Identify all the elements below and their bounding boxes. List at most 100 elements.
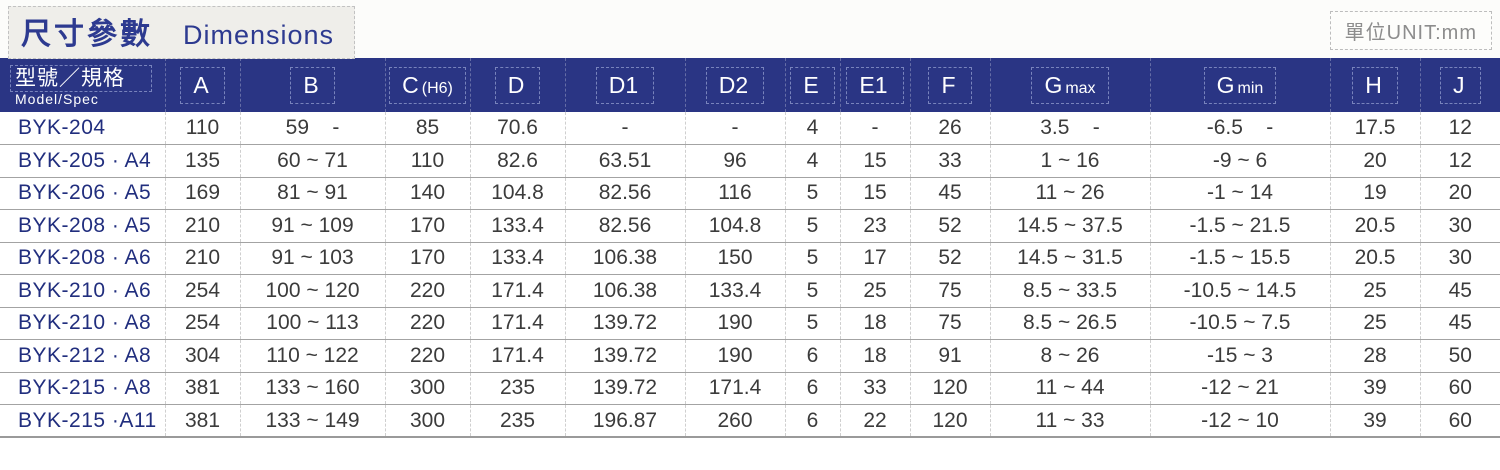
- value-cell-d1: 63.51: [564, 144, 685, 178]
- value-cell-d2: 133.4: [684, 274, 785, 308]
- value-cell-e1: 33: [839, 372, 910, 405]
- value-cell-e1: 18: [839, 307, 910, 340]
- value-cell-e: 6: [784, 339, 840, 373]
- value-cell-g-min: -12 ~ 21: [1149, 372, 1330, 405]
- value-cell-e1: 22: [839, 404, 910, 438]
- value-cell-a: 381: [164, 404, 240, 438]
- value-cell-b: 60 ~ 71: [239, 144, 385, 178]
- table-row: BYK-210 · A6 254 100 ~ 120 220 171.4 106…: [0, 274, 1500, 308]
- value-cell-g-max: 14.5 ~ 37.5: [989, 209, 1150, 243]
- value-cell-d2: -: [684, 112, 785, 145]
- value-cell-g-max: 8.5 ~ 26.5: [989, 307, 1150, 340]
- value-cell-d1: 82.56: [564, 209, 685, 243]
- value-cell-b: 91 ~ 109: [239, 209, 385, 243]
- value-cell-g-max: 11 ~ 26: [989, 177, 1150, 210]
- value-cell-j: 45: [1419, 274, 1500, 308]
- value-cell-e: 6: [784, 404, 840, 438]
- table-row: BYK-215 ·A11 381 133 ~ 149 300 235 196.8…: [0, 404, 1500, 438]
- value-cell-j: 30: [1419, 242, 1500, 275]
- value-cell-g-min: -6.5 -: [1149, 112, 1330, 145]
- value-cell-c: 170: [384, 242, 470, 275]
- value-cell-j: 45: [1419, 307, 1500, 340]
- value-cell-d: 133.4: [469, 209, 565, 243]
- value-cell-g-min: -10.5 ~ 14.5: [1149, 274, 1330, 308]
- value-cell-f: 75: [909, 307, 990, 340]
- dimensions-table: 型號／規格 Model/Spec A B C (H6) D D1 D2 E E1 …: [0, 58, 1500, 438]
- value-cell-g-min: -1.5 ~ 21.5: [1149, 209, 1330, 243]
- value-cell-h: 20.5: [1329, 209, 1420, 243]
- value-cell-f: 33: [909, 144, 990, 178]
- column-header-d: D: [469, 58, 565, 112]
- table-row: BYK-208 · A6 210 91 ~ 103 170 133.4 106.…: [0, 242, 1500, 275]
- value-cell-e: 5: [784, 274, 840, 308]
- value-cell-d2: 190: [684, 307, 785, 340]
- value-cell-f: 120: [909, 404, 990, 438]
- value-cell-d1: 139.72: [564, 307, 685, 340]
- value-cell-b: 110 ~ 122: [239, 339, 385, 373]
- value-cell-d: 171.4: [469, 339, 565, 373]
- column-header-c-h6: C (H6): [384, 58, 470, 112]
- model-cell: BYK-208 · A6: [0, 242, 165, 275]
- value-cell-d2: 104.8: [684, 209, 785, 243]
- value-cell-g-min: -1 ~ 14: [1149, 177, 1330, 210]
- value-cell-d: 171.4: [469, 274, 565, 308]
- value-cell-e: 5: [784, 307, 840, 340]
- value-cell-e1: 15: [839, 177, 910, 210]
- value-cell-g-max: 11 ~ 33: [989, 404, 1150, 438]
- value-cell-h: 17.5: [1329, 112, 1420, 145]
- value-cell-a: 135: [164, 144, 240, 178]
- value-cell-e: 4: [784, 144, 840, 178]
- value-cell-d2: 96: [684, 144, 785, 178]
- value-cell-d2: 190: [684, 339, 785, 373]
- value-cell-g-min: -10.5 ~ 7.5: [1149, 307, 1330, 340]
- model-cell: BYK-206 · A5: [0, 177, 165, 210]
- column-header-e1: E1: [839, 58, 910, 112]
- table-body: BYK-204 110 59 - 85 70.6 - - 4 - 26 3.5 …: [0, 112, 1500, 438]
- value-cell-e: 4: [784, 112, 840, 145]
- value-cell-a: 254: [164, 307, 240, 340]
- value-cell-d: 171.4: [469, 307, 565, 340]
- value-cell-g-min: -9 ~ 6: [1149, 144, 1330, 178]
- value-cell-c: 85: [384, 112, 470, 145]
- value-cell-c: 140: [384, 177, 470, 210]
- value-cell-h: 25: [1329, 307, 1420, 340]
- value-cell-f: 91: [909, 339, 990, 373]
- value-cell-e1: 15: [839, 144, 910, 178]
- value-cell-c: 300: [384, 372, 470, 405]
- column-header-a: A: [164, 58, 240, 112]
- value-cell-j: 12: [1419, 144, 1500, 178]
- value-cell-c: 170: [384, 209, 470, 243]
- value-cell-g-min: -12 ~ 10: [1149, 404, 1330, 438]
- value-cell-d1: 82.56: [564, 177, 685, 210]
- value-cell-e: 5: [784, 177, 840, 210]
- table-row: BYK-212 · A8 304 110 ~ 122 220 171.4 139…: [0, 339, 1500, 373]
- value-cell-j: 50: [1419, 339, 1500, 373]
- value-cell-b: 59 -: [239, 112, 385, 145]
- model-cell: BYK-212 · A8: [0, 339, 165, 373]
- header-row: 型號／規格 Model/Spec A B C (H6) D D1 D2 E E1 …: [0, 58, 1500, 112]
- value-cell-c: 220: [384, 274, 470, 308]
- value-cell-e: 5: [784, 209, 840, 243]
- value-cell-g-max: 11 ~ 44: [989, 372, 1150, 405]
- value-cell-d: 235: [469, 372, 565, 405]
- value-cell-g-max: 8.5 ~ 33.5: [989, 274, 1150, 308]
- column-header-d2: D2: [684, 58, 785, 112]
- value-cell-c: 220: [384, 307, 470, 340]
- value-cell-d1: 106.38: [564, 242, 685, 275]
- value-cell-g-max: 8 ~ 26: [989, 339, 1150, 373]
- value-cell-a: 381: [164, 372, 240, 405]
- value-cell-h: 39: [1329, 404, 1420, 438]
- value-cell-d: 70.6: [469, 112, 565, 145]
- value-cell-d: 235: [469, 404, 565, 438]
- value-cell-b: 133 ~ 160: [239, 372, 385, 405]
- unit-label: 單位UNIT:mm: [1329, 11, 1492, 50]
- value-cell-c: 110: [384, 144, 470, 178]
- value-cell-d1: -: [564, 112, 685, 145]
- column-header-j: J: [1419, 58, 1500, 112]
- value-cell-d2: 116: [684, 177, 785, 210]
- model-cell: BYK-208 · A5: [0, 209, 165, 243]
- value-cell-g-max: 3.5 -: [989, 112, 1150, 145]
- value-cell-b: 91 ~ 103: [239, 242, 385, 275]
- value-cell-e1: -: [839, 112, 910, 145]
